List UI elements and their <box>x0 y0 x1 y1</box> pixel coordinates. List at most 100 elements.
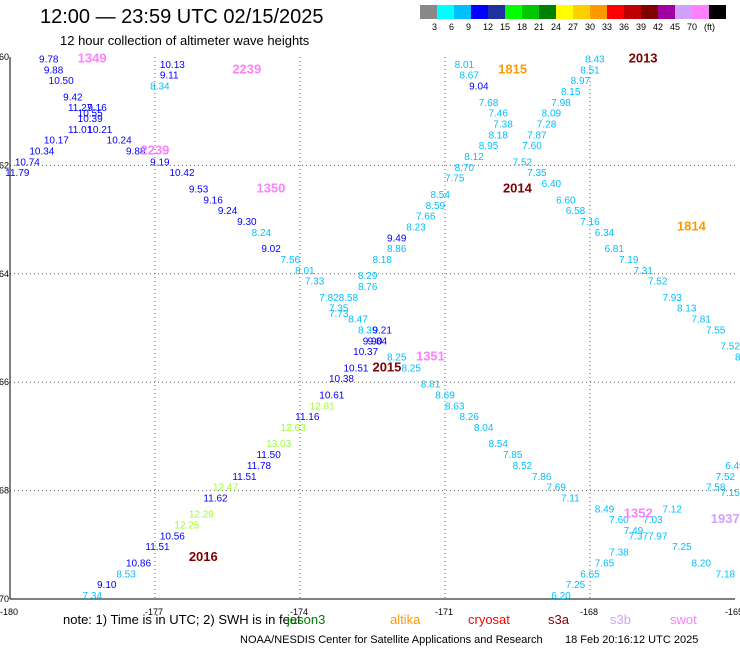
swh-value: 7.18 <box>716 569 736 580</box>
swh-value: 12.29 <box>189 510 214 521</box>
swh-value: 7.34 <box>82 591 102 602</box>
swh-value: 6.34 <box>595 228 615 239</box>
color-swatch <box>488 5 505 19</box>
x-tick-label: -177 <box>145 607 163 617</box>
color-swatch <box>709 5 726 19</box>
color-scale-label: 6 <box>449 22 455 32</box>
swh-value: 7.38 <box>609 548 629 559</box>
swh-value: 11.79 <box>5 168 30 179</box>
swh-value: 8.95 <box>479 141 499 152</box>
swh-value: 6.20 <box>551 591 571 602</box>
swh-value: 9.53 <box>189 185 209 196</box>
swh-value: 8.12 <box>464 152 484 163</box>
swh-value: 9.24 <box>218 206 238 217</box>
swh-value: 7.11 <box>561 493 580 504</box>
swh-value: 12.81 <box>310 401 335 412</box>
swh-value: 8.15 <box>561 87 581 98</box>
swh-value: 8.67 <box>459 71 479 82</box>
swh-value: 7.65 <box>595 558 615 569</box>
swh-value: 7.28 <box>537 119 557 130</box>
swh-value: 7.49 <box>624 526 644 537</box>
swh-value: 9.49 <box>387 233 407 244</box>
color-swatch <box>692 5 709 19</box>
credit-line: NOAA/NESDIS Center for Satellite Applica… <box>240 634 543 646</box>
swh-value: 7.38 <box>493 119 513 130</box>
swh-value: 7.66 <box>416 212 436 223</box>
swh-value: 11.51 <box>232 472 257 483</box>
swh-value: 8.34 <box>150 82 170 93</box>
swh-value: 10.17 <box>44 136 69 147</box>
swh-value: 7.35 <box>527 168 547 179</box>
swh-value: 7.19 <box>619 255 639 266</box>
swh-value: 9.84 <box>368 336 388 347</box>
map-subtitle: 12 hour collection of altimeter wave hei… <box>60 33 310 48</box>
swh-value: 9.16 <box>87 103 107 114</box>
swh-value: 9.16 <box>203 195 223 206</box>
swh-value: 10.55 <box>78 109 103 120</box>
swh-value: 7.82 <box>319 293 339 304</box>
color-scale-label: 45 <box>670 22 681 32</box>
color-swatch <box>573 5 590 19</box>
swh-value: 7.35 <box>329 304 349 315</box>
color-scale-label: 27 <box>568 22 579 32</box>
swh-value: 8.81 <box>421 380 441 391</box>
swh-value: 7.52 <box>720 342 740 353</box>
footer-note: note: 1) Time is in UTC; 2) SWH is in fe… <box>63 612 301 627</box>
color-scale-label: 30 <box>585 22 596 32</box>
swh-value: 8.51 <box>580 65 600 76</box>
y-tick-label: -68 <box>0 486 9 496</box>
swh-value: 7.60 <box>522 141 542 152</box>
color-scale-label: 39 <box>636 22 647 32</box>
swh-value: 8.25 <box>387 353 407 364</box>
swh-value: 7.75 <box>445 174 465 185</box>
swh-value: 10.38 <box>329 374 354 385</box>
swh-value: 8.54 <box>430 190 450 201</box>
x-tick-label: -171 <box>435 607 453 617</box>
swh-value: 7.03 <box>643 515 663 526</box>
swh-value: 8.53 <box>116 569 136 580</box>
y-tick-label: -62 <box>0 160 9 170</box>
color-swatch <box>505 5 522 19</box>
swh-value: 10.51 <box>343 363 368 374</box>
color-swatch <box>607 5 624 19</box>
swh-value: 6.81 <box>604 244 624 255</box>
swh-value: 9.78 <box>39 54 59 65</box>
swh-value: 8.18 <box>488 130 508 141</box>
color-swatch <box>420 5 437 19</box>
swh-value: 7.56 <box>281 255 301 266</box>
color-scale-label: 36 <box>619 22 630 32</box>
swh-value: 7.52 <box>513 157 533 168</box>
footer: note: 1) Time is in UTC; 2) SWH is in fe… <box>0 610 740 650</box>
color-scale-label: (ft) <box>704 22 715 32</box>
pass-time-label: 2015 <box>372 359 401 374</box>
swh-value: 9.30 <box>237 217 257 228</box>
swh-value: 8.70 <box>455 163 475 174</box>
pass-time-label: 2013 <box>629 50 658 65</box>
swh-value: 9.90 <box>363 336 383 347</box>
swh-value: 8.47 <box>348 315 368 326</box>
swh-value: 12.63 <box>281 423 306 434</box>
swh-value: 7.97 <box>648 531 668 542</box>
pass-time-label: 1937 <box>711 511 740 526</box>
swh-value: 8.97 <box>571 76 591 87</box>
swh-value: 10.34 <box>29 147 54 158</box>
swh-value: 11.51 <box>145 542 170 553</box>
swh-value: 6.60 <box>556 195 576 206</box>
swh-value: 8.86 <box>387 244 407 255</box>
swh-value: 10.61 <box>319 390 344 401</box>
swh-value: 7.60 <box>609 515 629 526</box>
swh-value: 8.04 <box>474 423 494 434</box>
x-tick-label: -168 <box>580 607 598 617</box>
swh-value: 8.25 <box>401 363 421 374</box>
swh-value: 9.88 <box>126 147 146 158</box>
color-scale-label: 15 <box>500 22 511 32</box>
color-swatch <box>658 5 675 19</box>
swh-value: 10.74 <box>15 157 40 168</box>
swh-value: 11.78 <box>247 461 272 472</box>
y-tick-label: -66 <box>0 377 9 387</box>
swh-value: 7.25 <box>672 542 692 553</box>
swh-value: 8.23 <box>406 222 426 233</box>
swh-value: 13.03 <box>266 439 291 450</box>
swh-value: 9.02 <box>261 244 281 255</box>
